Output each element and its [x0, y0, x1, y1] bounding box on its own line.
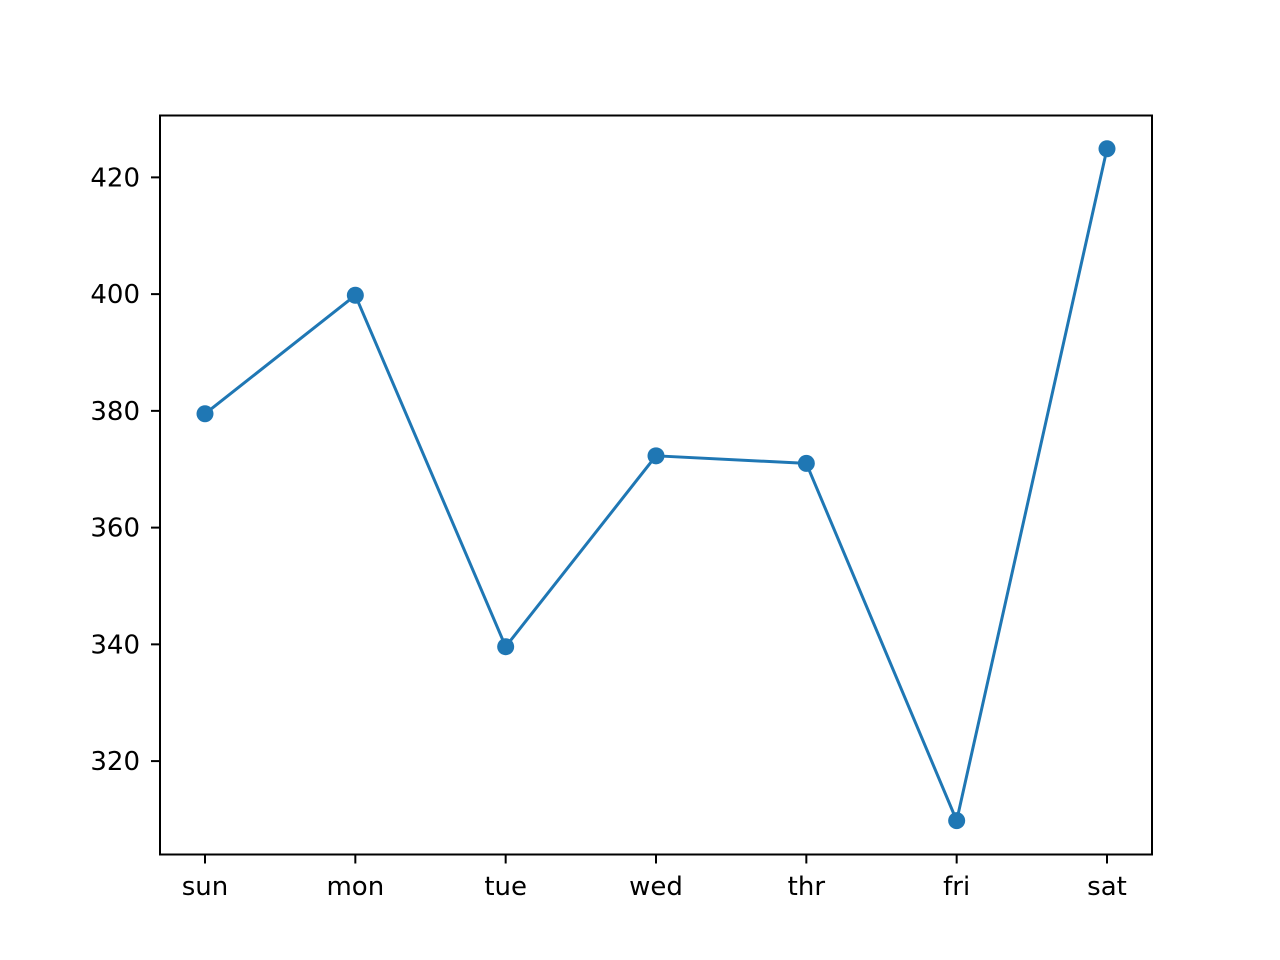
plot-area: [196, 140, 1116, 830]
x-tick-label: tue: [484, 872, 527, 902]
data-point: [797, 454, 815, 472]
y-tick-label: 340: [90, 630, 140, 660]
y-tick-label: 400: [90, 280, 140, 310]
y-tick-label: 320: [90, 747, 140, 777]
x-tick-label: fri: [943, 872, 970, 902]
x-tick-label: thr: [788, 872, 826, 902]
x-tick-label: sat: [1087, 872, 1127, 902]
y-tick-label: 380: [90, 397, 140, 427]
x-tick-label: mon: [326, 872, 384, 902]
data-point: [1098, 140, 1116, 158]
x-tick-label: wed: [629, 872, 683, 902]
data-point: [948, 812, 966, 830]
data-point: [196, 405, 214, 423]
x-axis: sun mon tue wed thr fri sat: [182, 854, 1127, 902]
data-point: [647, 447, 665, 465]
data-point: [497, 638, 515, 656]
y-axis: 320 340 360 380 400 420: [90, 163, 160, 777]
x-tick-label: sun: [182, 872, 229, 902]
y-tick-label: 360: [90, 514, 140, 544]
data-point: [346, 286, 364, 304]
y-tick-label: 420: [90, 163, 140, 193]
